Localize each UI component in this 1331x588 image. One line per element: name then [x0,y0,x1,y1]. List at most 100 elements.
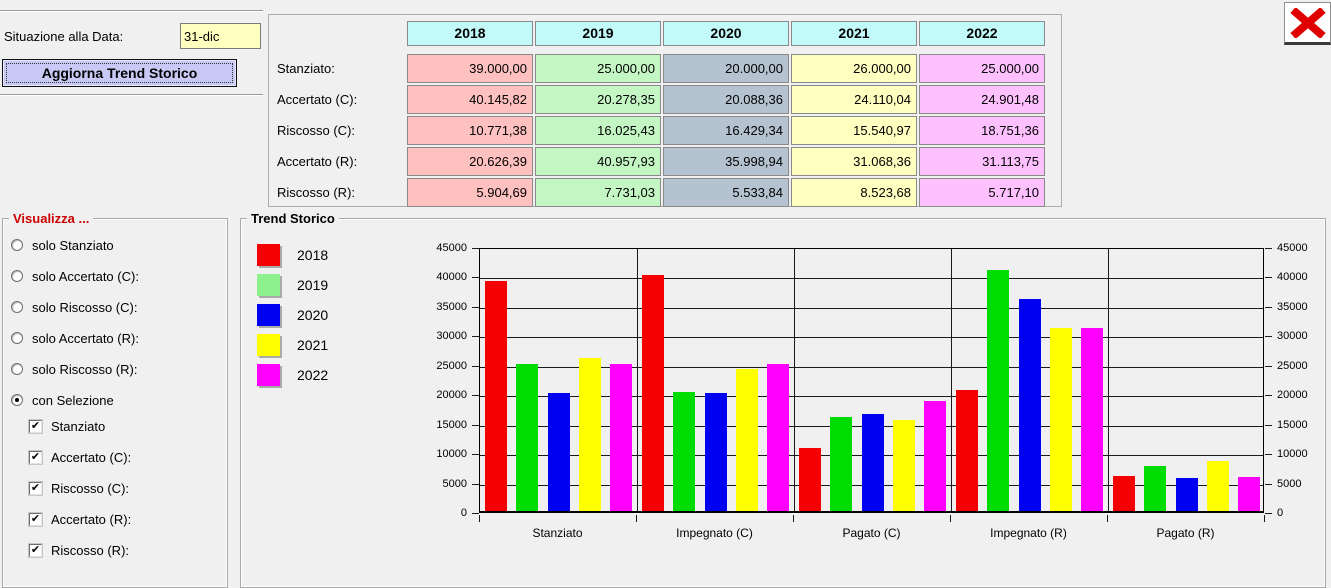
legend-swatch-icon [257,244,280,266]
legend-swatch-icon [257,334,280,356]
category-label: Pagato (C) [842,526,901,540]
bar-2018-impegnato-r [955,389,978,511]
summary-cell: 25.000,00 [535,54,661,83]
y-axis-tick-right [1265,395,1272,397]
summary-cell: 40.145,82 [407,85,533,114]
bar-2019-impegnato-c [673,391,696,511]
update-trend-button[interactable]: Aggiorna Trend Storico [2,59,237,87]
y-axis-tick-left [472,306,479,308]
bar-2020-pagato-c [861,414,884,511]
bar-2018-pagato-c [798,447,821,511]
trend-group-title: Trend Storico [247,211,339,226]
summary-cell: 5.904,69 [407,178,533,207]
radio-icon [11,332,23,344]
summary-cell: 8.523,68 [791,178,917,207]
legend-item-2021: 2021 [257,334,328,356]
legend-item-2022: 2022 [257,364,328,386]
radio-option-solo-accertato-r[interactable]: solo Accertato (R): [11,330,139,346]
category-separator [637,249,638,511]
bar-2018-stanziato [484,281,507,511]
y-axis-label-right: 10000 [1277,448,1308,461]
summary-cell: 24.110,04 [791,85,917,114]
date-input[interactable] [180,23,261,49]
legend-label: 2018 [297,247,329,263]
summary-cell: 20.278,35 [535,85,661,114]
x-axis-tick [950,515,951,522]
y-axis-tick-left [472,248,479,249]
bar-2021-stanziato [578,357,601,511]
radio-icon [11,363,23,375]
y-axis-tick-right [1265,336,1272,338]
x-axis-tick [636,515,637,522]
category-label: Impegnato (R) [990,526,1067,540]
radio-option-con-selezione[interactable]: con Selezione [11,392,114,408]
summary-cell: 40.957,93 [535,147,661,176]
y-axis-tick-left [472,483,479,485]
y-axis-tick-left [472,336,479,338]
legend-label: 2019 [297,277,329,293]
summary-cell: 16.025,43 [535,116,661,145]
bar-2018-impegnato-c [641,274,664,511]
radio-label: con Selezione [32,392,114,408]
gridline [480,307,1263,309]
checkbox-option-accertato-c[interactable]: ✔ Accertato (C): [29,449,131,465]
y-axis-label-right: 35000 [1277,300,1308,313]
radio-option-solo-riscosso-r[interactable]: solo Riscosso (R): [11,361,137,377]
checkbox-option-stanziato[interactable]: ✔ Stanziato [29,418,105,434]
summary-cell: 10.771,38 [407,116,533,145]
summary-cell: 31.068,36 [791,147,917,176]
category-separator [1108,249,1109,511]
bar-2020-impegnato-c [704,392,727,511]
update-trend-button-label: Aggiorna Trend Storico [41,65,198,81]
y-axis-label-left: 0 [460,507,467,519]
summary-cell: 18.751,36 [919,116,1045,145]
bar-2019-pagato-c [830,416,853,511]
legend-swatch-icon [257,364,280,386]
checkbox-option-accertato-r[interactable]: ✔ Accertato (R): [29,511,131,527]
gridline [480,337,1263,339]
summary-year-column: 2020 20.000,00 20.088,36 16.429,34 35.998,94… [663,21,789,207]
bar-2022-pagato-c [924,400,947,511]
y-axis-label-left: 40000 [436,271,467,284]
bar-2019-stanziato [516,363,539,511]
bar-2021-pagato-r [1206,460,1229,511]
checkbox-option-riscosso-c[interactable]: ✔ Riscosso (C): [29,480,129,496]
checkbox-label: Stanziato [51,418,106,434]
checkbox-label: Riscosso (R): [51,542,130,558]
summary-year-column: 2021 26.000,00 24.110,04 15.540,97 31.068,36… [791,21,917,207]
legend-label: 2021 [297,337,329,353]
bar-2018-pagato-r [1112,476,1135,511]
checkbox-label: Accertato (R): [51,511,132,527]
legend-item-2019: 2019 [257,274,328,296]
close-button[interactable] [1284,2,1331,45]
radio-option-solo-accertato-c[interactable]: solo Accertato (C): [11,268,139,284]
summary-cell: 7.731,03 [535,178,661,207]
category-separator [794,249,795,511]
checkbox-option-riscosso-r[interactable]: ✔ Riscosso (R): [29,542,129,558]
summary-cell: 20.626,39 [407,147,533,176]
y-axis-label-right: 40000 [1277,271,1308,284]
y-axis-label-left: 20000 [436,389,467,402]
bar-2020-pagato-r [1175,478,1198,511]
radio-option-solo-stanziato[interactable]: solo Stanziato [11,237,114,253]
y-axis-label-left: 35000 [436,300,467,313]
y-axis-label-right: 0 [1277,507,1284,519]
bar-2020-stanziato [547,393,570,511]
radio-option-solo-riscosso-c[interactable]: solo Riscosso (C): [11,299,137,315]
summary-year-header: 2022 [919,21,1045,46]
legend-swatch-icon [257,274,280,296]
bar-2021-impegnato-c [735,369,758,511]
x-axis-tick [479,515,480,522]
legend-label: 2022 [297,367,329,383]
y-axis-tick-left [472,365,479,367]
summary-cell: 15.540,97 [791,116,917,145]
y-axis-label-right: 5000 [1277,477,1302,490]
summary-year-header: 2018 [407,21,533,46]
chart-plot-area [479,248,1264,513]
category-label: Pagato (R) [1156,526,1215,540]
summary-cell: 20.088,36 [663,85,789,114]
y-axis-label-left: 10000 [436,448,467,461]
checkbox-icon: ✔ [29,543,42,557]
y-axis-tick-right [1265,424,1272,426]
close-icon [1289,7,1326,38]
